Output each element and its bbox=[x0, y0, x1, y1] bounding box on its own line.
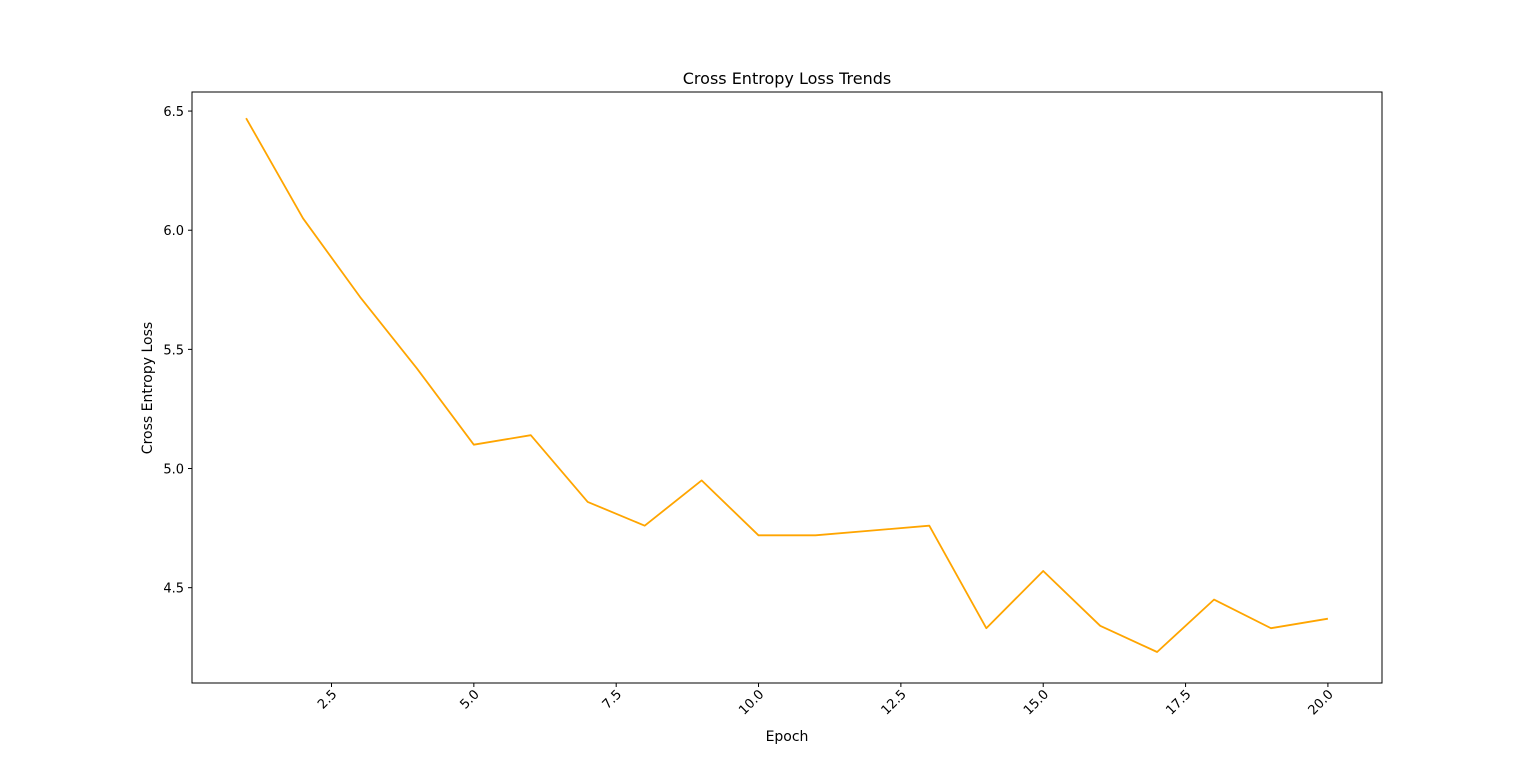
x-tick-label: 10.0 bbox=[736, 687, 767, 718]
x-tick-label: 5.0 bbox=[457, 687, 482, 712]
plot-area-frame bbox=[191, 91, 1383, 684]
x-tick-label: 20.0 bbox=[1306, 687, 1337, 718]
series-line-cross-entropy-loss bbox=[245, 117, 1329, 653]
y-tick-label: 5.5 bbox=[163, 343, 184, 358]
x-axis-title: Epoch bbox=[766, 729, 809, 745]
y-axis-title: Cross Entropy Loss bbox=[140, 322, 156, 454]
x-axis-ticks: 2.5 5.0 7.5 10.0 12.5 15.0 17.5 20.0 bbox=[315, 683, 1337, 718]
x-tick-label: 15.0 bbox=[1021, 687, 1052, 718]
x-tick-label: 7.5 bbox=[600, 687, 625, 712]
x-tick-label: 2.5 bbox=[315, 687, 340, 712]
x-tick-label: 12.5 bbox=[879, 687, 910, 718]
y-axis-ticks: 4.5 5.0 5.5 6.0 6.5 bbox=[163, 105, 192, 597]
y-tick-label: 5.0 bbox=[163, 463, 184, 478]
y-tick-label: 6.5 bbox=[163, 105, 184, 120]
y-tick-label: 6.0 bbox=[163, 224, 184, 239]
x-tick-label: 17.5 bbox=[1163, 687, 1194, 718]
chart-title: Cross Entropy Loss Trends bbox=[683, 69, 892, 88]
y-tick-label: 4.5 bbox=[163, 582, 184, 597]
